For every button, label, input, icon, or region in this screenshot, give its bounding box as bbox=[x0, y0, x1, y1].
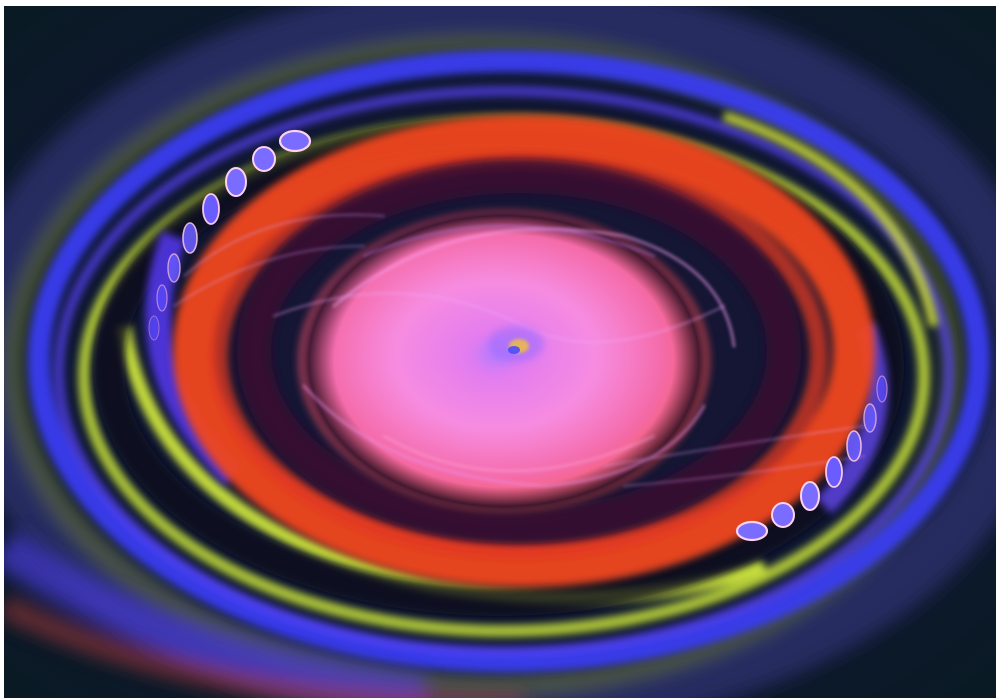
bead-trail-upper-left bbox=[148, 129, 312, 341]
light-swirl-photo bbox=[4, 6, 996, 698]
vortex-center bbox=[488, 326, 544, 362]
magenta-gap bbox=[237, 159, 801, 543]
outer-blue-ring bbox=[28, 50, 990, 672]
outer-haze bbox=[4, 6, 996, 698]
swirl-canvas bbox=[4, 6, 996, 698]
bead-trail-lower-right bbox=[735, 375, 888, 542]
core-edge-shadow bbox=[292, 203, 716, 519]
lower-left-glow bbox=[4, 529, 525, 698]
